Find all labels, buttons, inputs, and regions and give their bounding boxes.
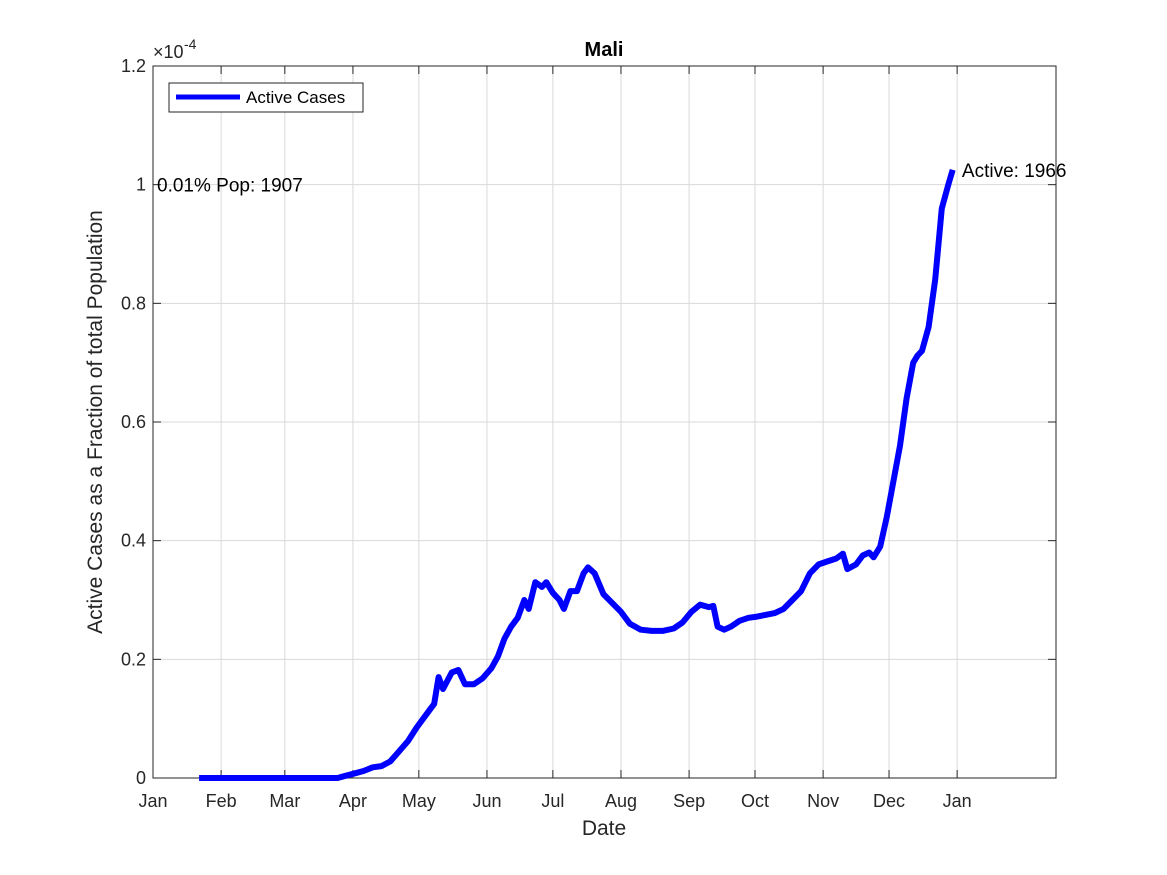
x-tick-labels: Jan Feb Mar Apr May Jun Jul Aug Sep Oct Nov Dec Jan [138, 791, 971, 811]
x-tick-label: Mar [269, 791, 300, 811]
y-tick-label: 0.6 [121, 412, 146, 432]
x-tick-label: Dec [873, 791, 905, 811]
legend: Active Cases [168, 82, 364, 113]
y-tick-label: 0.4 [121, 531, 146, 551]
y-tick-label: 1 [136, 175, 146, 195]
x-axis-label: Date [582, 817, 626, 840]
x-tick-label: Feb [206, 791, 237, 811]
x-tick-label: Oct [741, 791, 769, 811]
series-group [199, 168, 956, 781]
x-tick-label: Apr [339, 791, 367, 811]
y-exponent: ×10 -4 [153, 36, 197, 62]
chart-title: Mali [585, 39, 624, 61]
x-tick-label: Jul [541, 791, 564, 811]
annotation-label: 0.01% Pop: 1907 [157, 176, 303, 197]
x-tick-label: Nov [807, 791, 839, 811]
x-tick-label: Aug [605, 791, 637, 811]
grid-lines [152, 65, 1056, 779]
y-tick-labels: 0 0.2 0.4 0.6 0.8 1 1.2 [121, 56, 146, 788]
x-tick-label: Jan [943, 791, 972, 811]
annotation-label: Active: 1966 [962, 161, 1067, 182]
x-tick-label: Jun [472, 791, 501, 811]
y-tick-label: 0.2 [121, 649, 146, 669]
y-exponent-power: -4 [184, 36, 197, 52]
axis-ticks [152, 65, 1056, 779]
y-tick-label: 0 [136, 768, 146, 788]
y-axis-label: Active Cases as a Fraction of total Popu… [84, 210, 107, 634]
y-exponent-base: ×10 [153, 42, 184, 62]
legend-label: Active Cases [246, 88, 345, 107]
annotations: 0.01% Pop: 1907 Active: 1966 [157, 161, 1067, 197]
x-tick-label: May [402, 791, 436, 811]
y-tick-label: 0.8 [121, 293, 146, 313]
x-tick-label: Sep [673, 791, 705, 811]
x-tick-label: Jan [138, 791, 167, 811]
y-tick-label: 1.2 [121, 56, 146, 76]
series-line-active-cases [199, 168, 956, 781]
